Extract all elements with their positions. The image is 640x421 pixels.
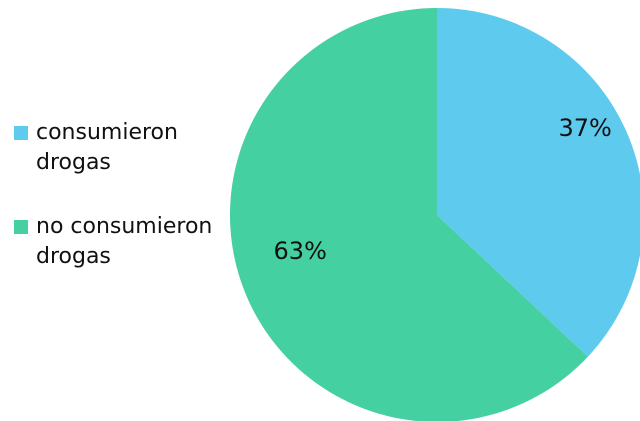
legend-item-consumieron: consumieron drogas: [14, 118, 224, 178]
legend-item-no-consumieron: no consumieron drogas: [14, 212, 224, 272]
data-label-consumieron: 37%: [559, 114, 612, 142]
pie-slice-consumieron: [437, 8, 640, 357]
legend-label-no-consumieron: no consumieron drogas: [36, 214, 213, 269]
data-label-no-consumieron: 63%: [274, 237, 327, 265]
legend: consumieron drogas no consumieron drogas: [14, 118, 224, 272]
legend-swatch-no-consumieron: [14, 220, 28, 234]
legend-label-consumieron: consumieron drogas: [36, 120, 178, 175]
legend-swatch-consumieron: [14, 126, 28, 140]
pie-slice-no-consumieron: [230, 8, 588, 421]
